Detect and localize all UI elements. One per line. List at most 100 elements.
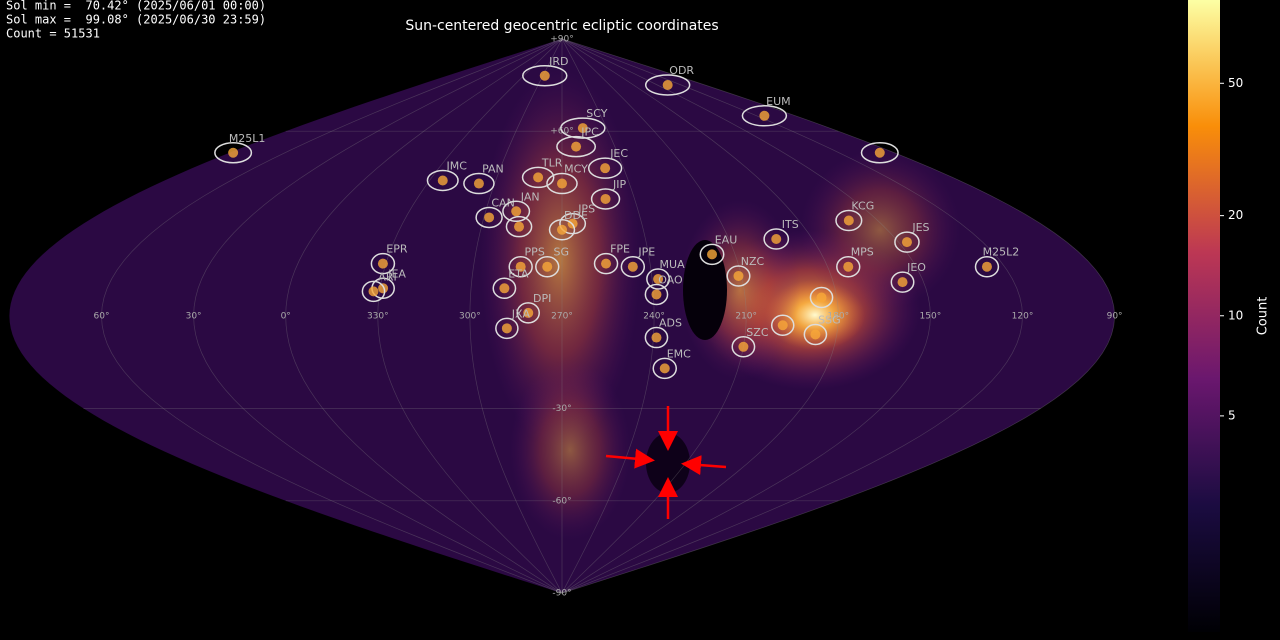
radiant-core — [897, 277, 908, 288]
radiant-core — [542, 261, 553, 272]
radiant-core — [653, 274, 664, 285]
radiant-core — [810, 329, 821, 340]
shower-radiant — [522, 65, 568, 87]
radiant-core — [557, 178, 567, 189]
radiant-core — [515, 261, 526, 272]
radiant-core — [874, 147, 885, 158]
shower-label: PPS — [525, 246, 545, 259]
radiant-core — [437, 175, 448, 186]
radiant-core — [759, 110, 770, 121]
radiant-core — [843, 261, 854, 272]
radiant-core — [600, 163, 611, 174]
shower-label: MUA — [660, 258, 686, 271]
shower-label: ADS — [659, 317, 682, 330]
shower-radiant — [644, 283, 669, 306]
shower-label: JEC — [609, 147, 628, 160]
shower-radiant — [361, 280, 386, 303]
shower-label: NZC — [741, 255, 765, 268]
shower-radiant — [652, 357, 678, 380]
shower-radiant — [763, 228, 790, 250]
shower-radiant — [894, 231, 920, 253]
shower-label: JEO — [906, 261, 926, 274]
colorbar-axis: 5 10 20 50 — [1220, 76, 1243, 422]
shower-label: MCY — [564, 163, 588, 176]
radiant-core — [627, 261, 638, 272]
radiant-core — [539, 70, 550, 81]
chart-title: Sun-centered geocentric ecliptic coordin… — [405, 18, 718, 34]
radiant-core — [523, 307, 534, 318]
x-tick-label: 210° — [735, 312, 757, 322]
shower-label: M25L1 — [229, 132, 266, 145]
radiant-core — [981, 261, 992, 272]
shower-radiant — [508, 255, 533, 278]
shower-radiant — [521, 166, 555, 189]
grid-line — [561, 38, 747, 594]
y-tick-label: -60° — [552, 496, 571, 506]
colorbar — [1188, 0, 1220, 632]
shower-radiant — [560, 117, 606, 139]
radiant-core — [843, 215, 854, 226]
shower-radiant — [890, 271, 915, 293]
shower-label: JES — [911, 221, 929, 234]
colorbar-label: Count — [1256, 297, 1271, 336]
density-glow — [480, 70, 960, 540]
shower-label: MPS — [851, 246, 874, 259]
shower-radiant — [426, 169, 459, 192]
shower-label: CAN — [491, 196, 514, 209]
radiant-core — [571, 141, 582, 152]
x-tick-label: 0° — [281, 312, 291, 322]
shower-label: JIP — [612, 178, 626, 191]
shower-radiant — [860, 142, 899, 164]
shower-radiant — [644, 74, 691, 96]
radiant-core — [577, 123, 588, 134]
shower-label: JEA — [387, 267, 406, 280]
shower-label: KCG — [851, 200, 874, 213]
radiant-core — [651, 332, 662, 343]
grid-line — [561, 38, 1023, 594]
shower-radiant — [741, 105, 788, 127]
x-tick-label: 180° — [827, 312, 849, 322]
shower-radiant — [644, 326, 669, 349]
shower-radiant — [974, 255, 1000, 278]
shower-label: M25L2 — [983, 246, 1020, 259]
radiant-core — [501, 323, 512, 334]
shower-radiant — [803, 323, 828, 346]
shower-radiant — [475, 206, 503, 229]
shower-radiant — [559, 212, 587, 235]
shower-label: SCY — [586, 107, 607, 120]
shower-radiant — [546, 172, 578, 195]
shower-label: JPS — [577, 203, 595, 216]
radiant-core — [733, 270, 744, 281]
radiant-core — [473, 178, 484, 189]
radiant-core — [600, 193, 611, 204]
radiant-core — [601, 258, 612, 269]
radiant-core — [651, 289, 662, 300]
shower-label: JRD — [548, 55, 568, 68]
shower-label: FPE — [610, 243, 630, 256]
shower-label: JPE — [637, 246, 655, 259]
y-tick-label: -90° — [552, 589, 571, 599]
shower-label: JXA — [511, 307, 531, 320]
shower-label: EAU — [715, 233, 738, 246]
radiant-core — [484, 212, 495, 223]
shower-radiant — [495, 317, 519, 340]
radiant-core — [901, 237, 912, 248]
shower-radiant — [809, 286, 834, 309]
shower-label: SG — [553, 246, 569, 259]
shower-radiant — [370, 252, 396, 275]
shower-radiant — [620, 255, 646, 278]
shower-radiant — [835, 209, 863, 232]
grid-line — [561, 38, 931, 594]
radiant-core — [378, 283, 389, 294]
shower-label: SZC — [746, 326, 769, 339]
radiant-core — [368, 286, 379, 297]
radiant-core — [659, 363, 670, 374]
radiant-core — [499, 283, 510, 294]
shower-radiant — [505, 215, 533, 238]
shower-label: SSG — [818, 313, 841, 326]
y-tick-label: +90° — [550, 34, 574, 44]
colorbar-tick-label: 5 — [1228, 408, 1236, 422]
radiant-core — [557, 224, 567, 235]
colorbar-tick-label: 10 — [1228, 308, 1243, 322]
radiant-core — [228, 147, 239, 158]
